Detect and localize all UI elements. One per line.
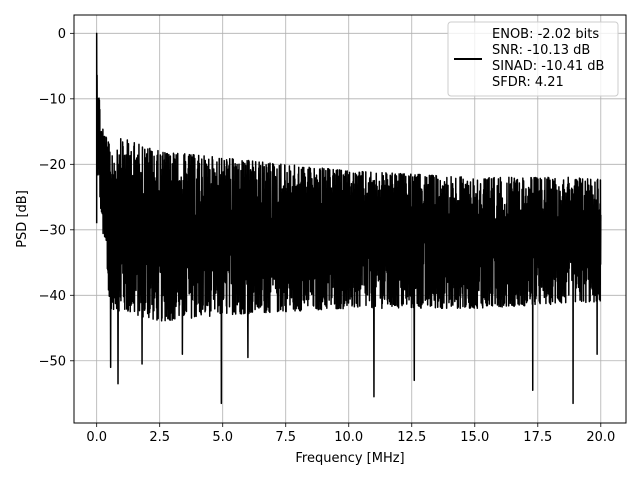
x-tick-label: 7.5	[275, 430, 296, 445]
x-tick-label: 15.0	[460, 430, 489, 445]
x-axis-label: Frequency [MHz]	[295, 451, 404, 466]
y-tick-label: −50	[39, 354, 66, 369]
legend: ENOB: -2.02 bits SNR: -10.13 dB SINAD: -…	[447, 21, 619, 97]
y-axis: 0 −10 −20 −30 −40 −50	[39, 27, 74, 369]
y-tick-label: 0	[58, 27, 66, 42]
x-tick-label: 10.0	[334, 430, 363, 445]
y-tick-label: −10	[39, 92, 66, 107]
x-tick-label: 12.5	[397, 430, 426, 445]
plot-area	[95, 32, 602, 405]
legend-entry-snr: SNR: -10.13 dB	[492, 43, 590, 58]
x-tick-label: 0.0	[86, 430, 107, 445]
y-tick-label: −20	[39, 158, 66, 173]
x-tick-label: 20.0	[586, 430, 615, 445]
y-tick-label: −30	[39, 223, 66, 238]
x-axis: 0.0 2.5 5.0 7.5 10.0 12.5 15.0 17.5 20.0	[86, 423, 615, 445]
axes-frame	[73, 14, 627, 424]
psd-series-line	[95, 32, 602, 405]
legend-entry-enob: ENOB: -2.02 bits	[492, 27, 599, 42]
legend-entry-sinad: SINAD: -10.41 dB	[492, 59, 604, 74]
x-tick-label: 17.5	[523, 430, 552, 445]
legend-box	[447, 21, 619, 97]
x-tick-label: 5.0	[212, 430, 233, 445]
x-tick-label: 2.5	[149, 430, 170, 445]
y-axis-label: PSD [dB]	[15, 190, 30, 248]
y-tick-label: −40	[39, 289, 66, 304]
legend-entry-sfdr: SFDR: 4.21	[492, 75, 564, 90]
